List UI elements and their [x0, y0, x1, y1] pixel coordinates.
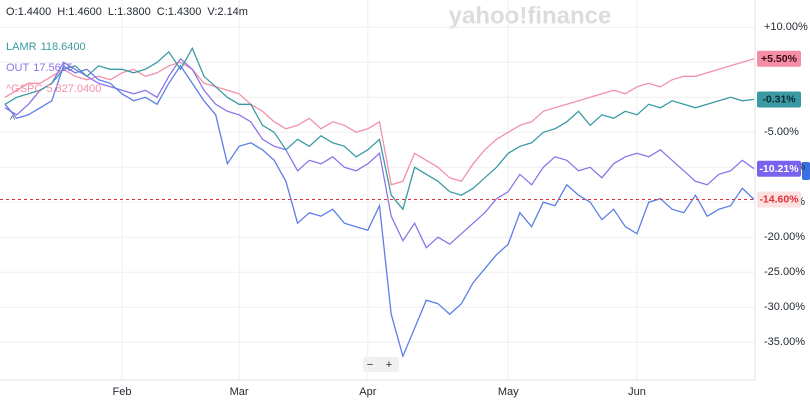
y-tick-label: -25.00% — [764, 266, 805, 278]
end-badge-label: -0.31% — [762, 94, 796, 106]
x-tick-label: Apr — [359, 386, 376, 398]
x-tick-label: May — [498, 386, 519, 398]
ohlc-value: H:1.4600 — [57, 6, 102, 18]
x-tick-label: Jun — [628, 386, 646, 398]
ohlc-value: L:1.3800 — [108, 6, 151, 18]
ohlc-value: V:2.14m — [207, 6, 248, 18]
series-line — [4, 64, 755, 359]
ohlc-value: C:1.4300 — [157, 6, 202, 18]
watermark: yahoo!finance — [449, 2, 612, 29]
legend-name: OUT — [6, 62, 30, 74]
end-badge-label: -10.21% — [759, 163, 799, 175]
end-badge-label: -14.60% — [759, 194, 799, 206]
side-tab[interactable] — [802, 162, 810, 180]
zoom-controls — [363, 357, 399, 372]
series-line — [4, 58, 755, 186]
y-tick-label: -35.00% — [764, 336, 805, 348]
series-line — [4, 46, 755, 211]
legend-value: 118.6400 — [41, 41, 86, 53]
end-badge — [757, 50, 801, 67]
end-badge — [757, 91, 801, 108]
end-badge — [757, 160, 801, 177]
legend-name: ^GSPC — [6, 83, 42, 95]
y-tick-label: -30.00% — [764, 301, 805, 313]
legend-value: 5,827.0400 — [46, 83, 101, 95]
x-tick-label: Mar — [230, 386, 249, 398]
zoom-in[interactable]: + — [386, 359, 392, 371]
y-tick-label: -20.00% — [764, 231, 805, 243]
y-tick-label: -5.00% — [764, 126, 799, 138]
series-line — [4, 57, 755, 249]
collapse-icon[interactable]: ^ — [10, 114, 16, 126]
legend-value: 17.5615 — [33, 62, 73, 74]
end-badge-label: +5.50% — [761, 53, 798, 65]
ohlc-value: O:1.4400 — [6, 6, 51, 18]
x-tick-label: Feb — [113, 386, 132, 398]
legend-name: LAMR — [6, 41, 37, 53]
y-tick-label: +10.00% — [764, 21, 808, 33]
end-badge — [757, 191, 801, 208]
zoom-out[interactable]: − — [367, 359, 373, 371]
